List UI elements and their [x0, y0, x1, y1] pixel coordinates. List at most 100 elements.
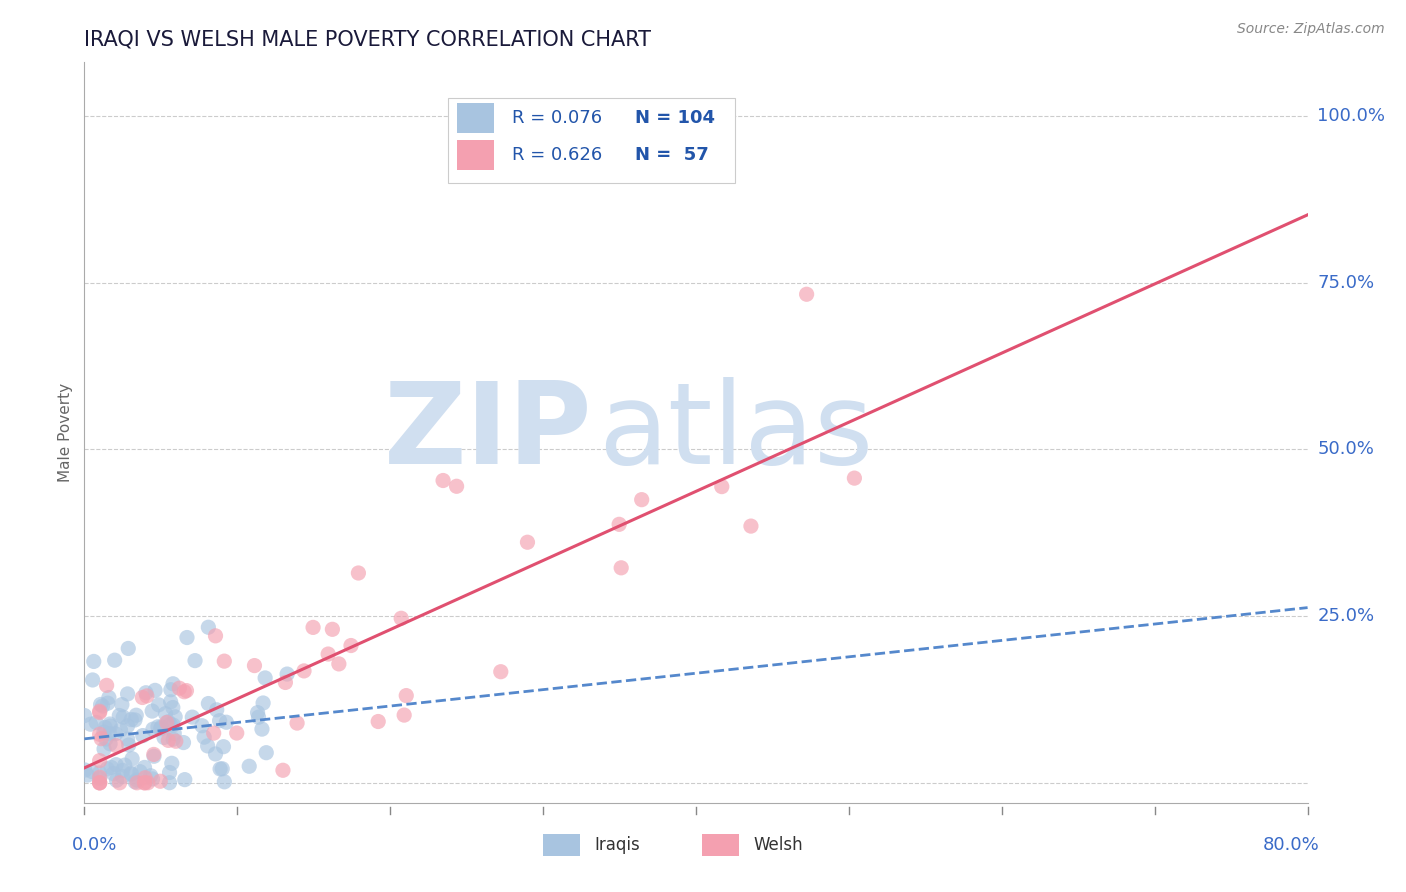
- Point: [135, 686, 157, 700]
- Point: [108, 776, 131, 790]
- Point: [844, 471, 866, 485]
- Point: [91, 698, 114, 713]
- Point: [367, 714, 389, 729]
- Point: [302, 620, 325, 634]
- Point: [142, 722, 165, 736]
- Point: [159, 717, 181, 731]
- Text: 50.0%: 50.0%: [1317, 441, 1374, 458]
- Point: [105, 757, 128, 772]
- Point: [254, 746, 277, 760]
- Point: [98, 717, 121, 731]
- Point: [157, 733, 180, 747]
- Point: [139, 769, 162, 783]
- Text: R = 0.626: R = 0.626: [513, 146, 603, 164]
- Point: [96, 762, 118, 776]
- Point: [89, 776, 111, 790]
- Point: [143, 683, 166, 698]
- Point: [205, 703, 228, 717]
- Text: N = 104: N = 104: [636, 109, 714, 127]
- Point: [740, 519, 762, 533]
- Point: [157, 714, 180, 729]
- Point: [129, 764, 152, 779]
- Point: [610, 561, 633, 575]
- Point: [204, 747, 226, 761]
- Text: Source: ZipAtlas.com: Source: ZipAtlas.com: [1237, 22, 1385, 37]
- Point: [105, 739, 128, 753]
- Point: [214, 654, 236, 668]
- Point: [153, 731, 176, 745]
- Point: [204, 629, 226, 643]
- Point: [120, 713, 142, 727]
- Text: N =  57: N = 57: [636, 146, 709, 164]
- Point: [143, 749, 166, 764]
- Point: [165, 734, 187, 748]
- Point: [111, 770, 134, 784]
- Point: [100, 760, 122, 774]
- Point: [340, 639, 363, 653]
- Point: [176, 631, 198, 645]
- Point: [191, 719, 214, 733]
- Point: [156, 715, 179, 730]
- Point: [176, 683, 198, 698]
- Point: [134, 760, 156, 774]
- Point: [516, 535, 538, 549]
- Point: [243, 658, 266, 673]
- Point: [80, 764, 103, 779]
- Point: [98, 737, 121, 751]
- Point: [83, 655, 105, 669]
- Point: [82, 673, 104, 687]
- Point: [97, 696, 120, 710]
- Point: [135, 689, 157, 703]
- Point: [76, 768, 98, 782]
- Point: [93, 742, 115, 756]
- Point: [162, 732, 184, 747]
- Point: [274, 675, 297, 690]
- Point: [316, 647, 339, 661]
- FancyBboxPatch shape: [457, 103, 494, 133]
- Point: [173, 735, 195, 749]
- Point: [165, 710, 187, 724]
- Point: [134, 776, 156, 790]
- Text: atlas: atlas: [598, 377, 873, 488]
- Point: [160, 756, 183, 771]
- Point: [328, 657, 350, 671]
- Point: [105, 773, 128, 788]
- Point: [118, 738, 141, 752]
- Point: [125, 708, 148, 723]
- Point: [132, 729, 155, 743]
- Point: [150, 720, 173, 734]
- Text: 80.0%: 80.0%: [1263, 836, 1320, 855]
- Point: [73, 708, 96, 723]
- Point: [173, 772, 195, 787]
- Text: Iraqis: Iraqis: [595, 836, 640, 854]
- Text: 100.0%: 100.0%: [1317, 107, 1385, 125]
- Point: [120, 766, 142, 780]
- FancyBboxPatch shape: [702, 834, 738, 856]
- Point: [155, 706, 177, 721]
- Point: [103, 766, 125, 780]
- Text: ZIP: ZIP: [384, 377, 592, 488]
- Point: [141, 772, 163, 786]
- Point: [120, 767, 142, 781]
- Point: [159, 775, 181, 789]
- Point: [630, 492, 652, 507]
- Point: [238, 759, 260, 773]
- Point: [162, 718, 184, 732]
- Point: [197, 739, 219, 753]
- Text: Welsh: Welsh: [754, 836, 803, 854]
- Point: [710, 480, 733, 494]
- Point: [104, 653, 127, 667]
- FancyBboxPatch shape: [457, 140, 494, 169]
- Point: [134, 771, 156, 785]
- Point: [446, 479, 468, 493]
- Point: [197, 620, 219, 634]
- Point: [173, 685, 195, 699]
- Point: [160, 682, 183, 697]
- Point: [225, 726, 247, 740]
- Point: [159, 765, 181, 780]
- Point: [89, 754, 111, 768]
- Text: IRAQI VS WELSH MALE POVERTY CORRELATION CHART: IRAQI VS WELSH MALE POVERTY CORRELATION …: [84, 29, 651, 50]
- Point: [215, 715, 238, 730]
- Point: [108, 708, 131, 723]
- Point: [111, 698, 134, 712]
